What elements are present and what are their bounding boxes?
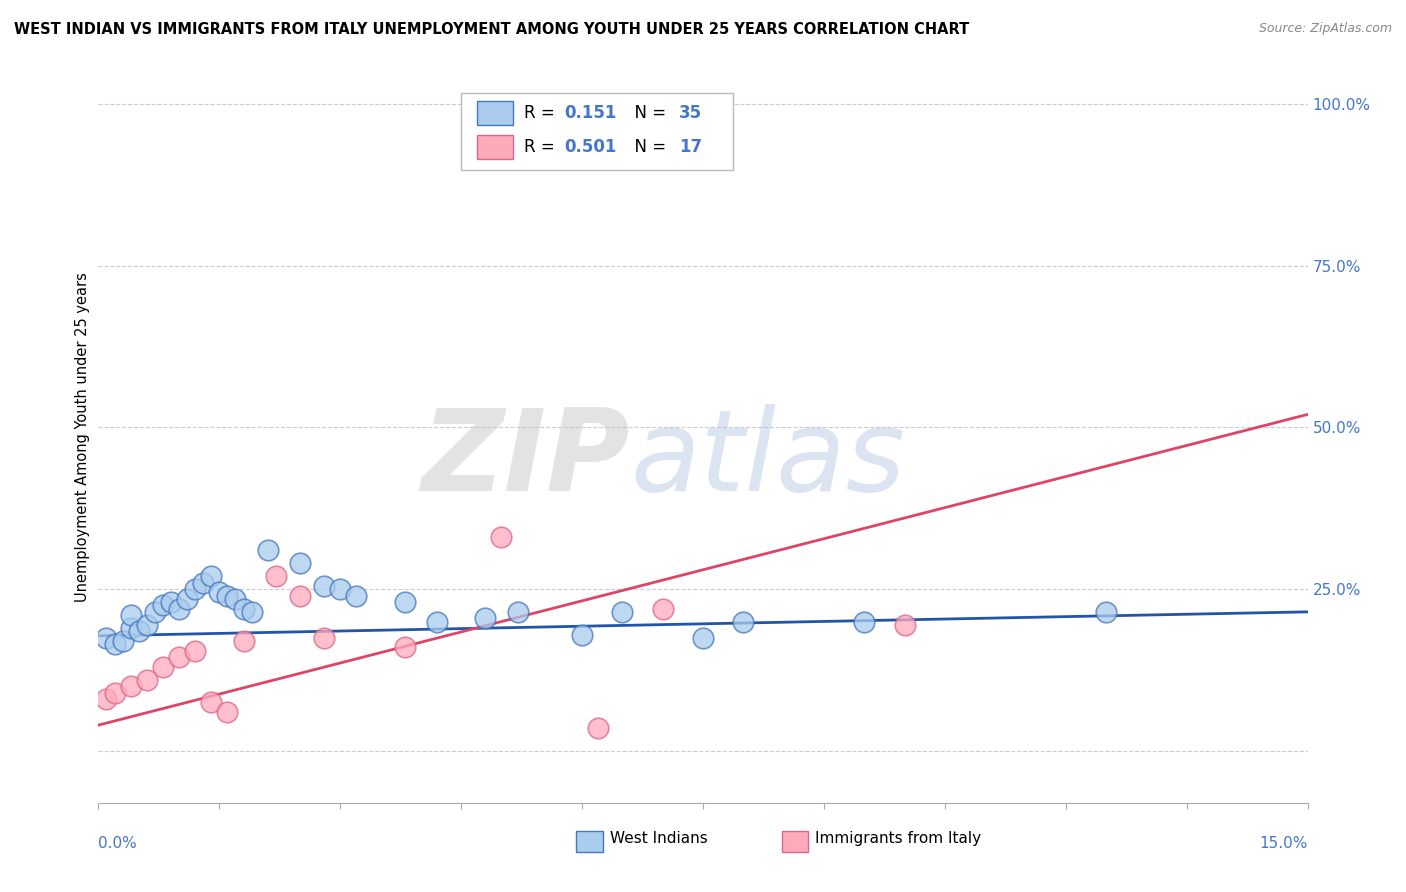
Point	[288, 589, 311, 603]
Point	[120, 621, 142, 635]
Bar	[782, 831, 808, 852]
Text: WEST INDIAN VS IMMIGRANTS FROM ITALY UNEMPLOYMENT AMONG YOUTH UNDER 25 YEARS COR: WEST INDIAN VS IMMIGRANTS FROM ITALY UNE…	[14, 22, 969, 37]
Text: 0.501: 0.501	[564, 137, 616, 156]
Point	[184, 643, 207, 657]
Bar	[576, 831, 603, 852]
FancyBboxPatch shape	[461, 94, 734, 170]
Point	[344, 589, 367, 603]
Point	[571, 627, 593, 641]
Point	[120, 679, 142, 693]
Point	[96, 631, 118, 645]
Point	[474, 611, 496, 625]
Point	[893, 617, 915, 632]
Y-axis label: Unemployment Among Youth under 25 years: Unemployment Among Youth under 25 years	[75, 272, 90, 602]
Point	[103, 686, 125, 700]
Point	[176, 591, 198, 606]
Point	[167, 650, 190, 665]
Point	[329, 582, 352, 597]
Point	[135, 617, 157, 632]
Point	[426, 615, 449, 629]
Text: R =: R =	[524, 137, 560, 156]
Point	[103, 637, 125, 651]
Bar	[477, 101, 513, 125]
Point	[152, 660, 174, 674]
Text: atlas: atlas	[630, 403, 905, 515]
Point	[651, 601, 673, 615]
Point	[256, 543, 278, 558]
Point	[184, 582, 207, 597]
Text: 35: 35	[679, 104, 702, 122]
Point	[288, 557, 311, 571]
Point	[135, 673, 157, 687]
Point	[733, 615, 755, 629]
Point	[1095, 605, 1118, 619]
Point	[240, 605, 263, 619]
Point	[96, 692, 118, 706]
Point	[208, 585, 231, 599]
Text: 0.151: 0.151	[564, 104, 616, 122]
Point	[160, 595, 183, 609]
Point	[586, 722, 609, 736]
Point	[200, 696, 222, 710]
Point	[612, 605, 634, 619]
Point	[193, 575, 215, 590]
Point	[167, 601, 190, 615]
Text: 0.0%: 0.0%	[98, 836, 138, 851]
Point	[152, 599, 174, 613]
Text: N =: N =	[624, 104, 672, 122]
Point	[232, 601, 254, 615]
Point	[506, 605, 529, 619]
Point	[692, 631, 714, 645]
Point	[200, 569, 222, 583]
Text: N =: N =	[624, 137, 672, 156]
Text: 15.0%: 15.0%	[1260, 836, 1308, 851]
Text: West Indians: West Indians	[610, 831, 707, 847]
Point	[120, 608, 142, 623]
Point	[314, 631, 336, 645]
Text: ZIP: ZIP	[422, 403, 630, 515]
Point	[224, 591, 246, 606]
Text: R =: R =	[524, 104, 560, 122]
Point	[128, 624, 150, 639]
Text: 17: 17	[679, 137, 702, 156]
Text: Source: ZipAtlas.com: Source: ZipAtlas.com	[1258, 22, 1392, 36]
Point	[394, 595, 416, 609]
Text: Immigrants from Italy: Immigrants from Italy	[815, 831, 981, 847]
Point	[853, 615, 876, 629]
Point	[217, 705, 239, 719]
Point	[232, 634, 254, 648]
Point	[491, 530, 513, 544]
Bar	[477, 135, 513, 159]
Point	[314, 579, 336, 593]
Point	[143, 605, 166, 619]
Point	[264, 569, 287, 583]
Point	[586, 116, 609, 130]
Point	[217, 589, 239, 603]
Point	[394, 640, 416, 655]
Point	[111, 634, 134, 648]
